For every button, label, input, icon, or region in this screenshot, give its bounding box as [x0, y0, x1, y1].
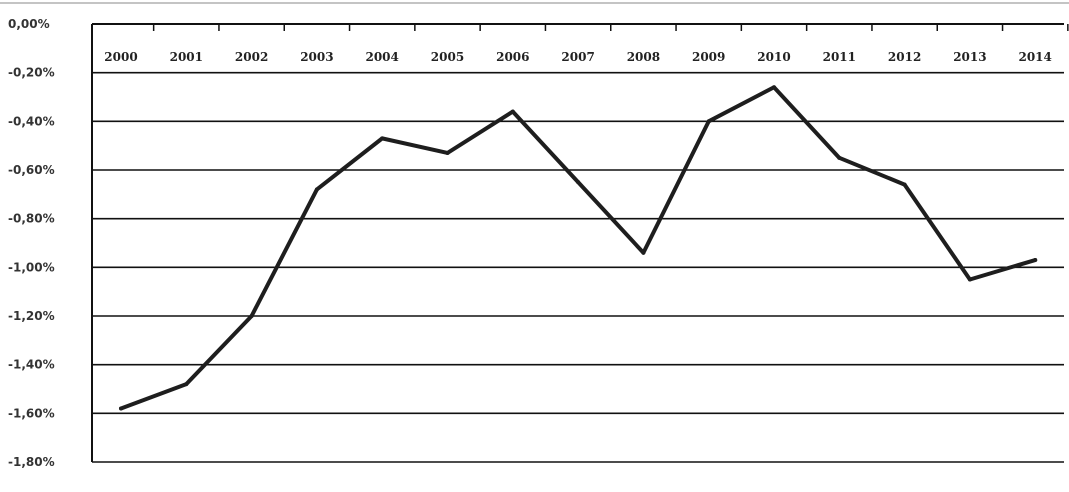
data-point — [445, 150, 450, 155]
data-point — [380, 136, 385, 141]
x-tick-label: 2011 — [823, 50, 856, 64]
y-tick-label: -1,20% — [8, 309, 55, 323]
x-tick-label: 2002 — [235, 50, 268, 64]
y-tick-label: -0,60% — [8, 163, 55, 177]
series-layer — [119, 85, 1038, 411]
data-point — [772, 85, 776, 90]
data-point — [184, 382, 189, 387]
series-line — [119, 85, 1038, 411]
x-tick-label: 2003 — [300, 50, 333, 64]
x-tick-label: 2001 — [170, 50, 203, 64]
data-point — [119, 406, 123, 411]
x-tick-labels: 2000 2001 2002 2003 2004 2005 2006 2007 2008 2009… — [104, 50, 1052, 64]
x-tick-label: 2006 — [496, 50, 529, 64]
x-tick-label: 2009 — [692, 50, 725, 64]
data-point — [1033, 258, 1038, 263]
x-tick-label: 2008 — [627, 50, 660, 64]
x-tick-label: 2000 — [104, 50, 137, 64]
data-point — [706, 119, 711, 124]
y-tick-label: -1,00% — [8, 260, 55, 274]
y-tick-label: -1,60% — [8, 406, 55, 420]
y-tick-label: -0,20% — [8, 66, 55, 80]
x-tick-label: 2005 — [431, 50, 464, 64]
data-point — [902, 182, 907, 187]
data-point — [641, 250, 646, 255]
data-point — [837, 155, 842, 160]
axes — [91, 23, 1069, 462]
data-point — [967, 277, 972, 282]
data-point — [249, 314, 254, 318]
x-tick-label: 2014 — [1018, 50, 1051, 64]
x-tick-label: 2010 — [757, 50, 790, 64]
y-tick-label: 0,00% — [8, 17, 50, 31]
y-tick-label: -1,40% — [8, 358, 55, 372]
gridlines — [0, 2, 1069, 463]
x-tick-label: 2004 — [365, 50, 398, 64]
x-tick-label: 2012 — [888, 50, 921, 64]
y-tick-labels: 0,00% -0,20% -0,40% -0,60% -0,80% -1,00% -1,20… — [8, 17, 55, 469]
data-point — [576, 180, 581, 185]
y-tick-label: -1,80% — [8, 455, 55, 469]
y-tick-label: -0,80% — [8, 212, 55, 226]
data-point — [510, 109, 515, 114]
data-point — [314, 187, 319, 192]
x-tick-label: 2007 — [561, 50, 594, 64]
y-tick-label: -0,40% — [8, 114, 55, 128]
x-tick-label: 2013 — [953, 50, 986, 64]
